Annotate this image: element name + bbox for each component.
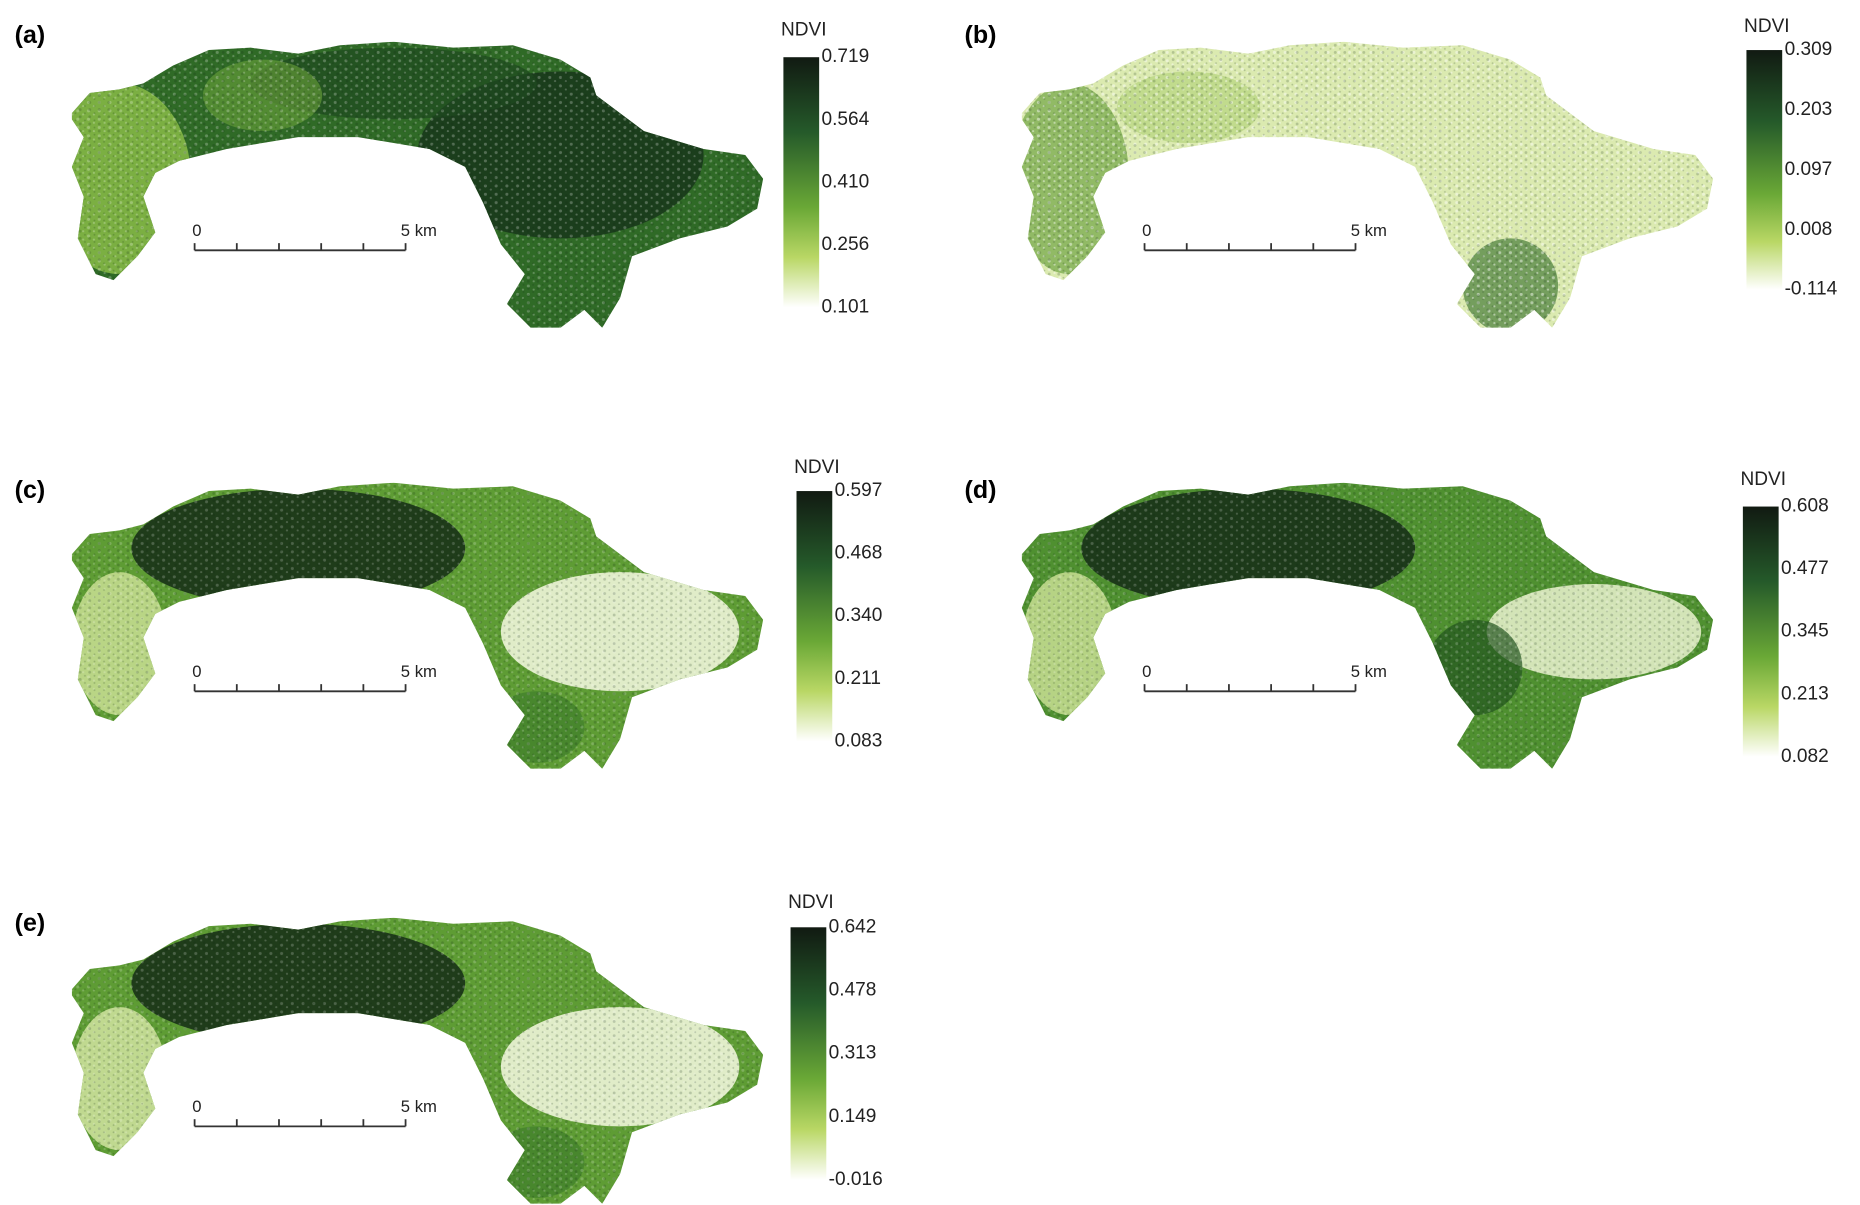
legend-tick-label: 0.410: [822, 171, 870, 192]
panel: (d) 0 5 km NDVI 0.608 0.477 0.345 0.213 0.082: [965, 469, 1829, 787]
legend-tick-label: 0.309: [1785, 39, 1833, 60]
legend-tick-label: 0.608: [1781, 496, 1829, 517]
legend-tick-label: 0.101: [822, 297, 870, 318]
map-texture: [1010, 477, 1725, 787]
scale-bar-label: 5 km: [1351, 662, 1387, 681]
color-bar: [791, 927, 827, 1180]
legend-tick-label: 0.097: [1785, 159, 1833, 180]
legend-tick-label: -0.016: [829, 1169, 883, 1190]
ndvi-map: [48, 36, 775, 346]
scale-bar-label: 0: [192, 662, 201, 681]
legend-tick-label: 0.149: [829, 1106, 877, 1127]
scale-bar-label: 5 km: [1351, 221, 1387, 240]
legend-tick-label: 0.478: [829, 979, 877, 1000]
legend-tick-label: 0.468: [835, 543, 883, 564]
scale-bar-label: 5 km: [401, 1097, 437, 1116]
scale-bar-label: 5 km: [401, 221, 437, 240]
color-bar: [1743, 507, 1779, 757]
legend-tick-label: 0.213: [1781, 683, 1829, 704]
legend-tick-label: 0.203: [1785, 99, 1833, 120]
legend-tick-label: 0.313: [829, 1043, 877, 1064]
legend-tick-label: 0.564: [822, 109, 870, 130]
legend-tick-label: 0.642: [829, 916, 877, 937]
panel-label: (b): [965, 21, 997, 49]
map-texture: [60, 477, 775, 787]
color-bar: [783, 57, 819, 307]
color-bar: [797, 491, 833, 741]
panel-label: (c): [15, 476, 46, 504]
ndvi-map: [1010, 477, 1725, 787]
legend-tick-label: 0.008: [1785, 219, 1833, 240]
panel: (a) 0 5 km NDVI 0.719 0.564 0.410 0.256 0.101: [15, 20, 870, 346]
legend-tick-label: 0.082: [1781, 746, 1829, 767]
scale-bar-label: 0: [1142, 662, 1151, 681]
legend-tick-label: 0.477: [1781, 558, 1829, 579]
scale-bar-label: 5 km: [401, 662, 437, 681]
map-texture: [60, 912, 775, 1205]
legend-title: NDVI: [794, 457, 840, 478]
legend-tick-label: 0.597: [835, 480, 883, 501]
panel: (e) 0 5 km NDVI 0.642 0.478 0.313 0.149 -0.016: [15, 892, 883, 1205]
ndvi-map: [60, 912, 775, 1205]
panel-label: (d): [965, 476, 997, 504]
legend-title: NDVI: [1740, 469, 1786, 490]
legend-title: NDVI: [781, 20, 827, 41]
panel-label: (e): [15, 909, 46, 937]
panel-label: (a): [15, 21, 46, 49]
legend-tick-label: -0.114: [1785, 279, 1838, 300]
legend-tick-label: 0.340: [835, 605, 883, 626]
ndvi-map: [1010, 36, 1725, 346]
ndvi-map: [60, 477, 775, 787]
legend-title: NDVI: [1744, 16, 1790, 37]
scale-bar-label: 0: [1142, 221, 1151, 240]
legend-tick-label: 0.256: [822, 234, 870, 255]
scale-bar-label: 0: [192, 1097, 201, 1116]
figure: (a) 0 5 km NDVI 0.719 0.564 0.410 0.256 0.101 (b)…: [0, 0, 1860, 1205]
map-texture: [60, 36, 775, 346]
scale-bar-label: 0: [192, 221, 201, 240]
color-bar: [1746, 50, 1782, 290]
legend-title: NDVI: [788, 892, 834, 913]
legend-tick-label: 0.211: [835, 668, 881, 689]
map-texture: [1010, 36, 1725, 346]
legend-tick-label: 0.345: [1781, 621, 1829, 642]
page: {"panels": [ {"label": "(a)", "legend_ti…: [0, 0, 1860, 1205]
legend-tick-label: 0.719: [822, 46, 870, 67]
legend-tick-label: 0.083: [835, 730, 883, 751]
